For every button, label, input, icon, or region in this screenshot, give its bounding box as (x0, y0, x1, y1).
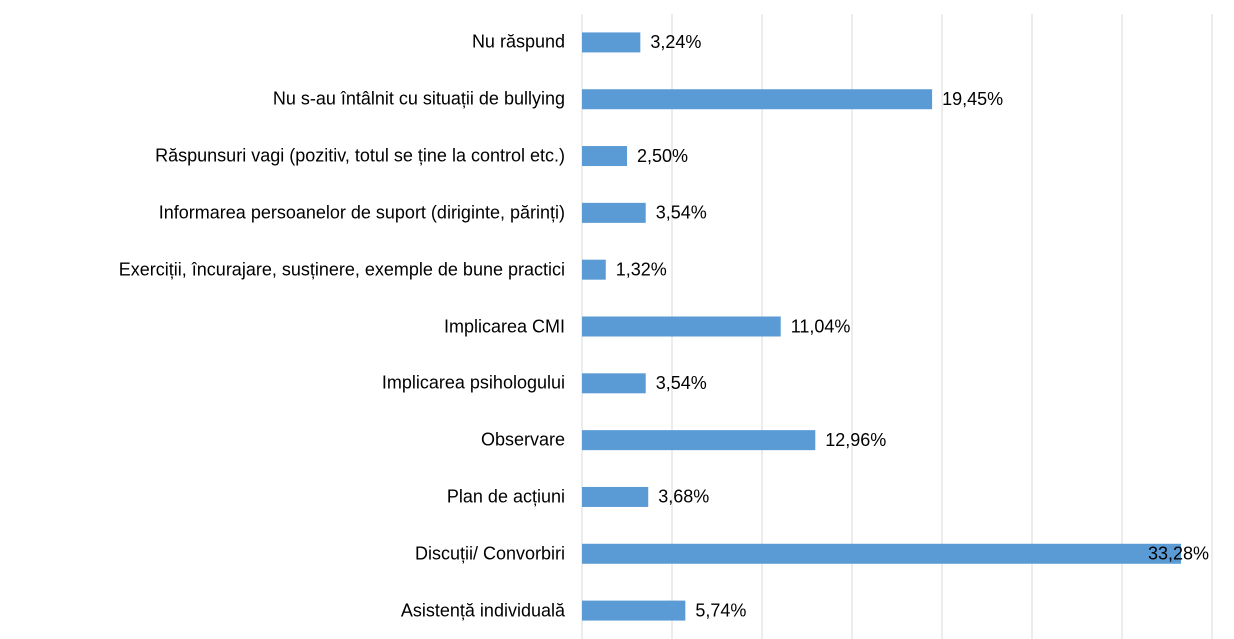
bar (582, 316, 781, 337)
data-label: 2,50% (637, 146, 688, 166)
bar (582, 89, 933, 110)
bar (582, 259, 606, 280)
bar (582, 600, 686, 621)
data-label: 3,54% (656, 373, 707, 393)
bar (582, 32, 641, 53)
data-label: 5,74% (695, 600, 746, 620)
data-label: 3,54% (656, 203, 707, 223)
data-label: 3,68% (658, 487, 709, 507)
category-label: Nu răspund (471, 31, 565, 52)
bar (582, 202, 646, 223)
category-label: Implicarea CMI (443, 316, 565, 336)
data-label: 3,24% (650, 32, 701, 52)
category-label: Implicarea psihologului (381, 372, 565, 393)
data-label: 11,04% (791, 316, 851, 336)
category-label: Răspunsuri vagi (pozitiv, totul se ține … (155, 145, 565, 166)
bar (582, 430, 816, 451)
data-label: 1,32% (616, 259, 667, 279)
bar (582, 146, 627, 167)
bar (582, 486, 649, 507)
category-label: Nu s-au întâlnit cu situații de bullying (272, 88, 565, 109)
data-label: 33,28% (1148, 544, 1209, 564)
data-label: 19,45% (942, 89, 1003, 109)
category-label: Observare (480, 429, 565, 450)
category-label: Discuții/ Convorbiri (414, 543, 565, 564)
category-label: Plan de acțiuni (446, 486, 565, 507)
category-label: Informarea persoanelor de suport (dirigi… (158, 202, 565, 223)
category-label: Asistență individuală (400, 600, 565, 621)
category-label: Exerciții, încurajare, susținere, exempl… (118, 259, 565, 280)
bar (582, 543, 1182, 564)
bar (582, 373, 646, 394)
data-label: 12,96% (825, 430, 886, 450)
